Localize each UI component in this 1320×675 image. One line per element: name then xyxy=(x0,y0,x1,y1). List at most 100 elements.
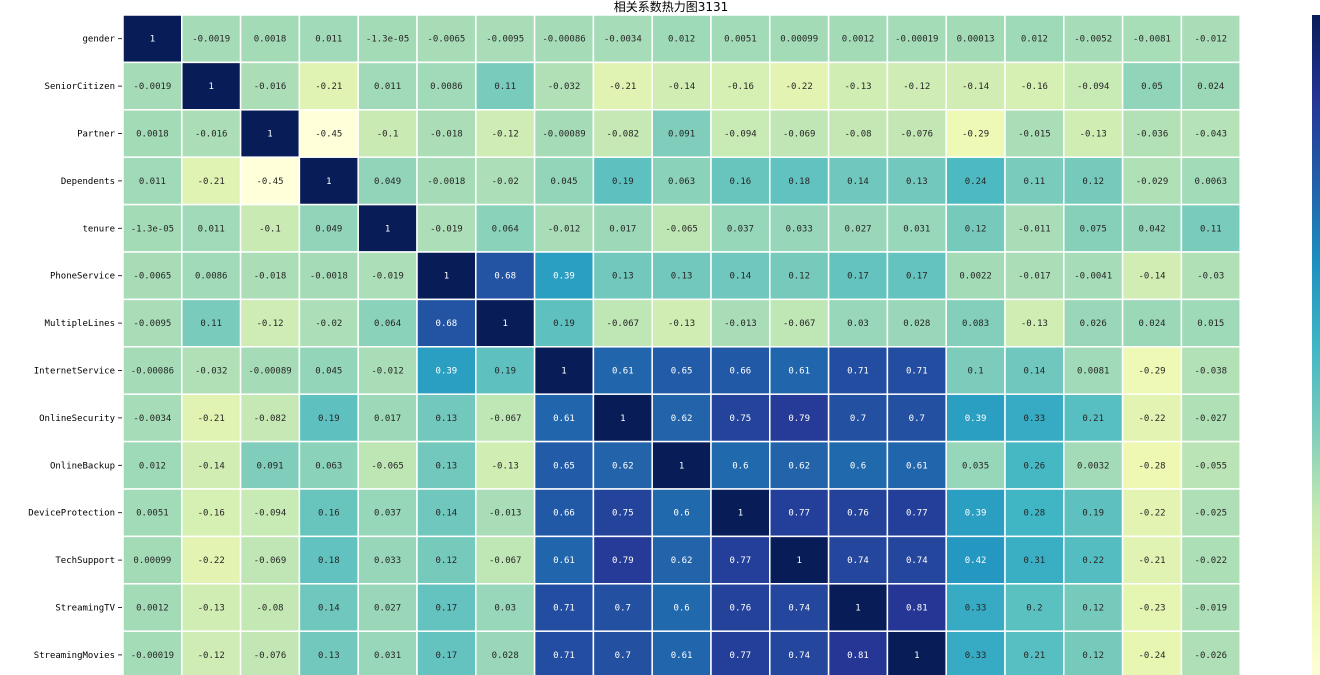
heatmap-cell xyxy=(886,346,947,395)
heatmap-cell xyxy=(769,156,830,206)
cell-value-label: 0.16 xyxy=(318,509,340,519)
cell-value-label: 0.037 xyxy=(727,224,754,234)
cell-value-label: -0.12 xyxy=(903,82,930,92)
cell-value-label: 0.66 xyxy=(730,367,752,377)
heatmap-cell xyxy=(886,14,947,64)
heatmap-cell xyxy=(651,61,712,111)
cell-value-label: 0.19 xyxy=(318,414,340,424)
cell-value-label: -0.069 xyxy=(254,556,287,566)
cell-value-label: -0.029 xyxy=(1136,177,1169,187)
cell-value-label: -0.0018 xyxy=(427,177,465,187)
heatmap-cell xyxy=(533,61,595,111)
heatmap-cell xyxy=(769,203,830,253)
heatmap-cell xyxy=(533,203,595,253)
cell-value-label: 0.62 xyxy=(671,414,693,424)
heatmap-cell xyxy=(827,251,889,301)
cell-value-label: 0.77 xyxy=(788,509,810,519)
heatmap-cell xyxy=(475,156,536,206)
cell-value-label: -0.013 xyxy=(489,509,522,519)
cell-value-label: 0.39 xyxy=(553,272,575,282)
heatmap-cell xyxy=(1004,109,1065,158)
cell-value-label: 0.024 xyxy=(1138,319,1165,329)
heatmap-cell xyxy=(769,346,830,395)
cell-value-label: 0.0086 xyxy=(430,82,463,92)
heatmap-cell xyxy=(416,346,477,395)
heatmap-cell xyxy=(1180,630,1241,675)
heatmap-cell xyxy=(533,298,595,348)
cell-value-label: 0.12 xyxy=(1082,177,1104,187)
heatmap-cell xyxy=(1063,156,1124,206)
heatmap-cell xyxy=(592,251,653,301)
cell-value-label: 0.39 xyxy=(965,414,987,424)
heatmap-cell xyxy=(592,393,653,443)
row-label: OnlineSecurity xyxy=(39,414,115,424)
heatmap-cell xyxy=(710,440,771,490)
heatmap-cell xyxy=(181,61,242,111)
cell-value-label: 0.0018 xyxy=(136,130,169,140)
cell-value-label: 0.11 xyxy=(200,319,222,329)
row-label: Partner xyxy=(77,130,116,140)
cell-value-label: 0.031 xyxy=(903,224,930,234)
cell-value-label: -0.036 xyxy=(1136,130,1169,140)
cell-value-label: 0.00013 xyxy=(957,35,995,45)
cell-value-label: 0.0012 xyxy=(136,604,169,614)
heatmap-cell xyxy=(1004,393,1065,443)
cell-value-label: -0.0019 xyxy=(133,82,171,92)
cell-value-label: -0.0081 xyxy=(1133,35,1171,45)
cell-value-label: -0.13 xyxy=(1080,130,1107,140)
heatmap-cell xyxy=(122,346,183,395)
heatmap-cell xyxy=(1121,109,1183,158)
heatmap-cell xyxy=(769,535,830,585)
cell-value-label: -1.3e-05 xyxy=(366,35,409,45)
cell-value-label: 1 xyxy=(267,130,272,140)
heatmap-cell xyxy=(1180,393,1241,443)
chart-title: 相关系数热力图3131 xyxy=(614,0,729,14)
cell-value-label: -0.094 xyxy=(254,509,287,519)
heatmap-cell xyxy=(357,440,418,490)
heatmap-cell xyxy=(827,630,889,675)
cell-value-label: 0.62 xyxy=(671,556,693,566)
heatmap-cell xyxy=(651,630,712,675)
cell-value-label: 0.42 xyxy=(965,556,987,566)
heatmap-cell xyxy=(592,298,653,348)
cell-value-label: 0.71 xyxy=(553,604,575,614)
row-label: StreamingTV xyxy=(55,604,115,614)
cell-value-label: 0.31 xyxy=(1024,556,1046,566)
cell-value-label: -0.055 xyxy=(1195,461,1228,471)
cell-value-label: 0.21 xyxy=(1024,651,1046,661)
cell-value-label: 0.61 xyxy=(788,367,810,377)
row-label: OnlineBackup xyxy=(50,461,115,471)
cell-value-label: 0.13 xyxy=(436,414,458,424)
cell-value-label: -0.21 xyxy=(609,82,636,92)
heatmap-cell xyxy=(592,583,653,632)
heatmap-cell xyxy=(1180,583,1241,632)
cell-value-label: -0.1 xyxy=(377,130,399,140)
heatmap-cell xyxy=(1004,440,1065,490)
cell-value-label: -0.03 xyxy=(1197,272,1224,282)
cell-value-label: -0.032 xyxy=(548,82,581,92)
cell-value-label: -0.0095 xyxy=(133,319,171,329)
cell-value-label: -0.067 xyxy=(783,319,816,329)
heatmap-cell xyxy=(1063,61,1124,111)
heatmap-cells: 1 -0.0019 0.0018 0.011 -1.3e-05 -0.0065 -0.009… xyxy=(122,14,1241,675)
heatmap-cell xyxy=(122,583,183,632)
cell-value-label: 0.063 xyxy=(668,177,695,187)
row-label: StreamingMovies xyxy=(34,651,115,661)
cell-value-label: 0.14 xyxy=(318,604,340,614)
cell-value-label: 0.71 xyxy=(847,367,869,377)
cell-value-label: -0.21 xyxy=(315,82,342,92)
heatmap-cell xyxy=(416,14,477,64)
cell-value-label: 0.7 xyxy=(615,604,631,614)
row-label: InternetService xyxy=(34,367,115,377)
cell-value-label: 0.71 xyxy=(906,367,928,377)
cell-value-label: 0.18 xyxy=(788,177,810,187)
cell-value-label: 0.064 xyxy=(374,319,401,329)
cell-value-label: -0.02 xyxy=(315,319,342,329)
heatmap-cell xyxy=(1121,535,1183,585)
cell-value-label: 0.6 xyxy=(732,461,748,471)
heatmap-cell xyxy=(1004,535,1065,585)
cell-value-label: -0.13 xyxy=(668,319,695,329)
cell-value-label: 1 xyxy=(502,319,507,329)
heatmap-cell xyxy=(181,14,242,64)
